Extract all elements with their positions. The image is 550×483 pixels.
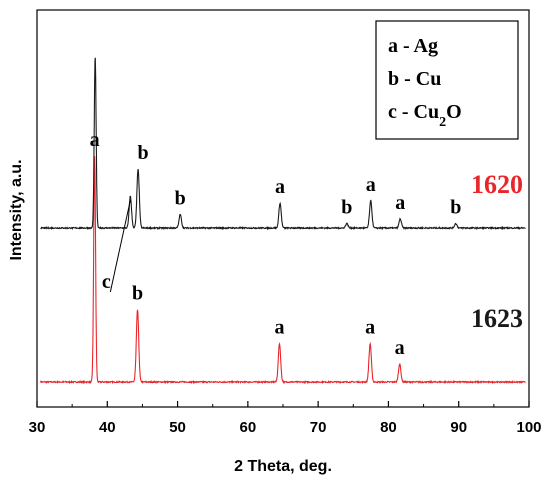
y-axis-title: Intensity, a.u. xyxy=(8,159,25,260)
x-axis-ticks: 30 40 50 60 70 80 90 100 xyxy=(29,401,542,436)
peak-label: b xyxy=(450,196,461,218)
x-tick-label: 30 xyxy=(29,419,46,436)
x-tick-label: 40 xyxy=(99,419,116,436)
peak-label: a xyxy=(365,317,375,339)
x-tick-label: 50 xyxy=(169,419,186,436)
series-layer xyxy=(39,57,526,385)
series-label-1620: 1620 xyxy=(471,170,523,199)
peak-label: a xyxy=(274,317,284,339)
legend-entry: a - Ag xyxy=(388,35,438,57)
peak-label-leader xyxy=(109,200,131,293)
x-tick-label: 80 xyxy=(380,419,397,436)
legend: a - Ag b - Cu c - Cu2O xyxy=(375,20,519,140)
series-line-1620 xyxy=(39,156,526,385)
x-tick-label: 70 xyxy=(310,419,327,436)
peak-label: c xyxy=(102,271,111,293)
peak-label: a xyxy=(90,129,100,151)
peak-label: a xyxy=(395,337,405,359)
legend-entry: b - Cu xyxy=(388,68,441,90)
peak-label: b xyxy=(138,142,149,164)
legend-entry: c - Cu2O xyxy=(388,101,462,130)
series-line-1623 xyxy=(40,57,526,231)
peak-label: a xyxy=(275,176,285,198)
peak-label: b xyxy=(341,196,352,218)
x-tick-label: 100 xyxy=(516,419,541,436)
peak-label: b xyxy=(132,283,143,305)
x-tick-label: 60 xyxy=(240,419,257,436)
series-label-1623: 1623 xyxy=(471,304,523,333)
x-tick-label: 90 xyxy=(450,419,467,436)
peak-label: a xyxy=(395,192,405,214)
peak-label: b xyxy=(175,187,186,209)
x-axis-title: 2 Theta, deg. xyxy=(234,458,332,475)
legend-box xyxy=(375,20,519,140)
peak-label: a xyxy=(366,174,376,196)
